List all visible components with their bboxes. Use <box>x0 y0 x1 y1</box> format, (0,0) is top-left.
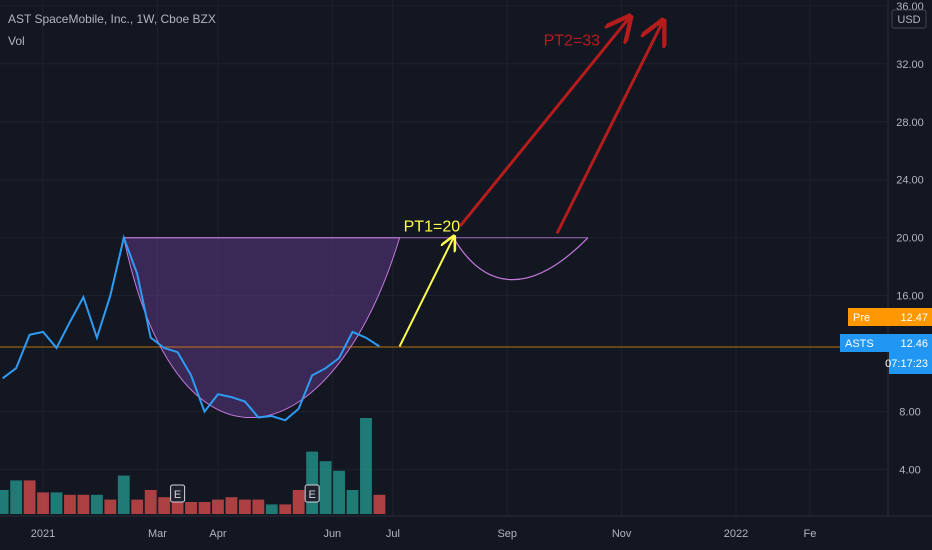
x-tick-label: Fe <box>804 528 817 540</box>
price-line[interactable] <box>2 234 380 422</box>
pt1-label: PT1=20 <box>404 219 461 236</box>
volume-bar <box>144 490 157 514</box>
volume-bar <box>225 497 238 514</box>
volume-bar <box>64 494 76 514</box>
earnings-marker-label: E <box>174 489 181 501</box>
x-tick-label: Jun <box>323 528 341 540</box>
x-tick-label: Nov <box>612 528 632 540</box>
x-tick-label: Sep <box>497 528 517 540</box>
symbol-title[interactable]: AST SpaceMobile, Inc., 1W, Cboe BZX <box>8 12 216 26</box>
volume-bar <box>171 499 184 514</box>
y-tick-label: 16.00 <box>896 291 924 303</box>
volume-bar <box>279 504 292 514</box>
y-tick-label: 8.00 <box>899 407 920 419</box>
volume-bar <box>346 490 359 514</box>
x-tick-label: 2021 <box>31 528 55 540</box>
volume-bar <box>131 499 144 514</box>
volume-bars <box>0 418 386 514</box>
volume-bar <box>373 494 386 514</box>
volume-bar <box>212 499 224 514</box>
pre-market-tag: Pre 12.47 <box>848 308 932 326</box>
volume-bar <box>50 492 63 514</box>
volume-bar <box>158 497 171 514</box>
volume-bar <box>238 499 251 514</box>
volume-bar <box>77 494 90 514</box>
volume-bar <box>198 502 211 514</box>
pre-value: 12.47 <box>900 312 928 324</box>
y-tick-label: 4.00 <box>899 465 920 477</box>
currency-badge[interactable]: USD <box>891 9 927 29</box>
symbol-label: ASTS <box>845 338 874 350</box>
y-tick-label: 28.00 <box>896 117 924 129</box>
last-price-tag: ASTS 12.46 07:17:23 <box>840 334 932 374</box>
pt2-arrow-upper[interactable] <box>458 19 628 228</box>
volume-bar <box>90 494 103 514</box>
volume-bar <box>0 490 9 514</box>
earnings-marker[interactable]: E <box>304 484 320 503</box>
volume-bar <box>117 475 130 514</box>
cup-shape[interactable] <box>123 237 401 418</box>
volume-bar <box>292 490 305 514</box>
pt2-arrow-lower[interactable] <box>555 23 662 235</box>
handle-curve[interactable] <box>452 237 589 281</box>
volume-indicator-label[interactable]: Vol <box>8 34 25 48</box>
time-axis[interactable]: 2021 Mar Apr Jun Jul Sep Nov 2022 Fe <box>0 515 932 550</box>
volume-bar <box>360 418 372 514</box>
pt1-arrow[interactable] <box>398 238 454 347</box>
chart-legend: AST SpaceMobile, Inc., 1W, Cboe BZX Vol <box>8 12 216 56</box>
bar-countdown: 07:17:23 <box>885 358 928 370</box>
volume-bar <box>252 499 265 514</box>
y-tick-label: 20.00 <box>896 233 924 245</box>
volume-bar <box>319 461 332 514</box>
x-tick-label: Jul <box>386 528 400 540</box>
x-tick-label: 2022 <box>724 528 748 540</box>
y-tick-label: 24.00 <box>896 175 924 187</box>
currency-label: USD <box>897 14 920 26</box>
x-tick-label: Mar <box>148 528 167 540</box>
x-tick-label: Apr <box>209 528 226 540</box>
volume-bar <box>10 480 23 514</box>
pt2-label: PT2=33 <box>544 32 601 49</box>
y-tick-label: 32.00 <box>896 59 924 71</box>
price-axis[interactable]: 36.0032.0028.0024.0020.0016.008.004.00US… <box>887 0 932 550</box>
price-tags: Pre 12.47 ASTS 12.46 07:17:23 <box>840 308 932 374</box>
last-price-value: 12.46 <box>900 338 928 350</box>
pre-label: Pre <box>853 312 870 324</box>
annotations[interactable]: PT1=20 PT2=33 <box>398 19 662 347</box>
volume-bar <box>333 470 345 514</box>
volume-bar <box>37 492 49 514</box>
cup-and-handle-drawing[interactable] <box>123 237 589 418</box>
earnings-marker-label: E <box>308 489 315 501</box>
volume-bar <box>104 499 117 514</box>
volume-bar <box>265 504 278 514</box>
earnings-marker[interactable]: E <box>170 484 186 503</box>
volume-bar <box>23 480 36 514</box>
volume-bar <box>306 451 319 514</box>
volume-bar <box>185 502 197 514</box>
